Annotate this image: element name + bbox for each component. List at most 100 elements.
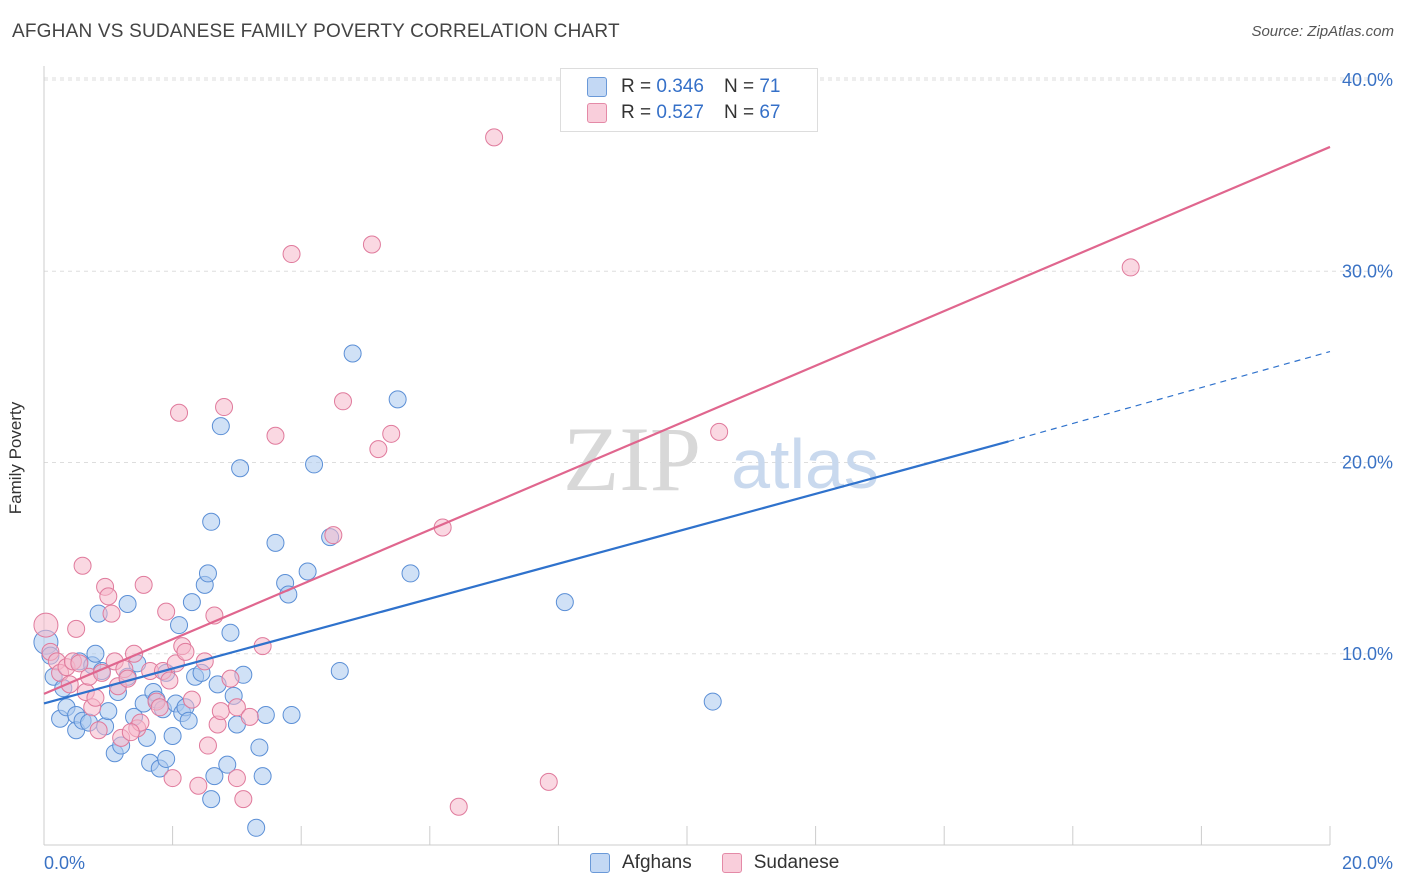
- watermark-atlas: atlas: [731, 425, 879, 503]
- r-label: R =: [621, 102, 652, 123]
- data-point: [221, 623, 240, 642]
- legend-label: Sudanese: [753, 852, 840, 873]
- data-point: [121, 723, 140, 742]
- data-point: [163, 726, 182, 745]
- data-point: [253, 767, 272, 786]
- legend-item-afghans[interactable]: Afghans: [590, 852, 692, 874]
- chart-title: AFGHAN VS SUDANESE FAMILY POVERTY CORREL…: [12, 21, 620, 42]
- n-value: 67: [759, 102, 781, 123]
- afghans-swatch: [587, 77, 607, 97]
- data-point: [382, 424, 401, 443]
- data-point: [99, 587, 118, 606]
- sudanese-swatch: [721, 853, 742, 873]
- data-point: [1121, 258, 1140, 277]
- trend-line-afghans-extension: [1008, 350, 1331, 443]
- data-point: [202, 512, 221, 531]
- grid-lines: [44, 77, 1370, 655]
- legend-row-afghans: R = 0.346 N = 71: [587, 76, 780, 98]
- data-point: [282, 245, 301, 264]
- data-point: [449, 797, 468, 816]
- data-point: [86, 644, 105, 663]
- legend-item-sudanese[interactable]: Sudanese: [721, 852, 840, 874]
- data-point: [163, 769, 182, 788]
- data-point: [189, 776, 208, 795]
- y-tick-label: 10.0%: [1342, 644, 1393, 664]
- data-point: [182, 593, 201, 612]
- axes: [43, 66, 1331, 846]
- data-point: [198, 564, 217, 583]
- data-point: [369, 440, 388, 459]
- y-tick-label: 20.0%: [1342, 453, 1393, 473]
- data-point: [266, 533, 285, 552]
- x-tick-label: 20.0%: [1342, 853, 1393, 873]
- data-point: [227, 769, 246, 788]
- data-point: [134, 575, 153, 594]
- data-point: [118, 595, 137, 614]
- data-point: [33, 612, 59, 638]
- data-point: [333, 392, 352, 411]
- x-tick-label: 0.0%: [44, 853, 85, 873]
- data-point: [324, 526, 343, 545]
- data-point: [179, 711, 198, 730]
- data-point: [99, 702, 118, 721]
- data-point: [362, 235, 381, 254]
- data-point: [170, 616, 189, 635]
- data-point: [247, 818, 266, 837]
- n-value: 71: [759, 76, 781, 97]
- r-label: R =: [621, 76, 652, 97]
- n-label: N =: [723, 102, 755, 123]
- data-point: [221, 669, 240, 688]
- data-point: [205, 767, 224, 786]
- data-point: [202, 790, 221, 809]
- data-point: [170, 403, 189, 422]
- data-point: [231, 459, 250, 478]
- data-point: [176, 642, 195, 661]
- data-point: [282, 705, 301, 724]
- r-value: 0.527: [656, 102, 704, 123]
- data-point: [218, 755, 237, 774]
- trend-line-afghans: [43, 440, 1009, 705]
- data-point: [401, 564, 420, 583]
- data-point: [160, 671, 179, 690]
- data-point: [150, 698, 169, 717]
- sudanese-swatch: [587, 103, 607, 123]
- data-point: [73, 556, 92, 575]
- data-point: [250, 738, 269, 757]
- data-point: [157, 602, 176, 621]
- data-point: [70, 654, 89, 673]
- data-point: [211, 702, 230, 721]
- data-point: [182, 690, 201, 709]
- data-point: [227, 698, 246, 717]
- source-label: Source: ZipAtlas.com: [1251, 23, 1394, 40]
- data-point: [240, 707, 259, 726]
- tick-labels: 10.0% 20.0% 30.0% 40.0% 0.0% 20.0%: [44, 70, 1393, 873]
- y-tick-label: 40.0%: [1342, 70, 1393, 90]
- data-point: [388, 390, 407, 409]
- data-point: [305, 455, 324, 474]
- legend-row-sudanese: R = 0.527 N = 67: [587, 102, 780, 124]
- series-legend: Afghans Sudanese: [590, 852, 869, 874]
- data-point: [710, 422, 729, 441]
- data-point: [67, 619, 86, 638]
- data-point: [256, 705, 275, 724]
- data-point: [215, 398, 234, 417]
- data-point: [198, 736, 217, 755]
- data-point: [343, 344, 362, 363]
- data-point: [89, 721, 108, 740]
- r-value: 0.346: [656, 76, 704, 97]
- data-point: [157, 749, 176, 768]
- data-point: [266, 426, 285, 445]
- data-point: [234, 790, 253, 809]
- data-point: [703, 692, 722, 711]
- data-point: [298, 562, 317, 581]
- correlation-legend: R = 0.346 N = 71 R = 0.527 N = 67: [560, 68, 818, 132]
- afghans-swatch: [590, 853, 610, 873]
- data-point: [211, 417, 230, 436]
- n-label: N =: [723, 76, 755, 97]
- data-point: [102, 604, 121, 623]
- y-tick-label: 30.0%: [1342, 261, 1393, 281]
- trend-line-sudanese: [43, 145, 1331, 695]
- data-point: [555, 593, 574, 612]
- afghans-points: [33, 344, 722, 837]
